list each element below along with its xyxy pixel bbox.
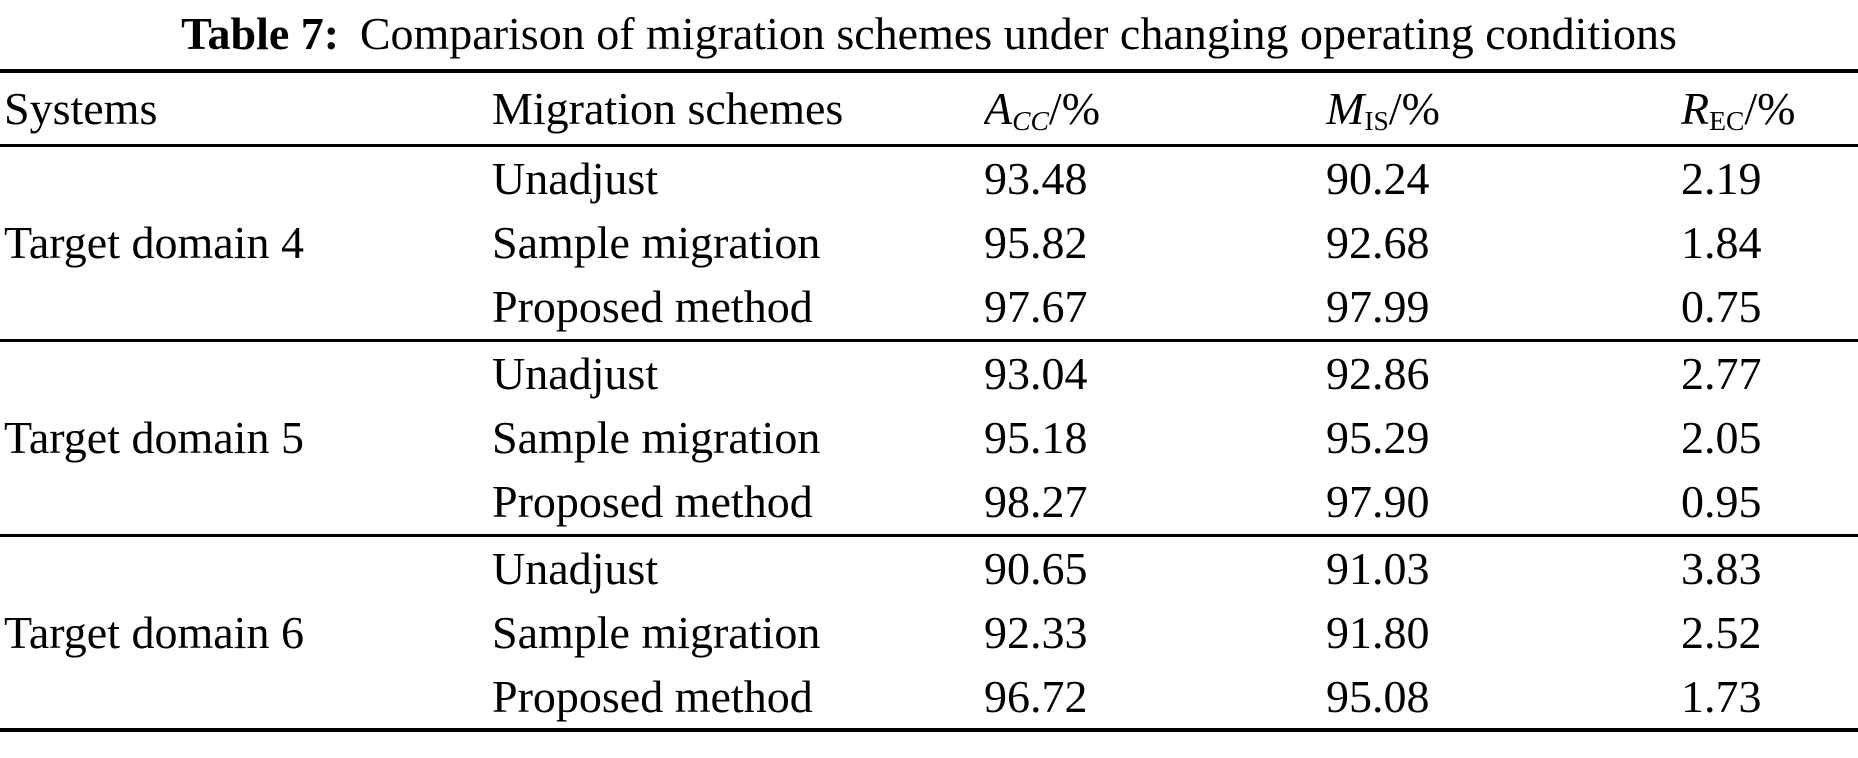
column-header-systems: Systems: [4, 82, 158, 134]
table-caption-number: Table 7:: [181, 8, 340, 59]
table-caption: Table 7: Comparison of migration schemes …: [0, 0, 1858, 62]
rec-subscript: EC: [1709, 104, 1745, 136]
rec-cell: 0.75: [1681, 281, 1762, 333]
acc-subscript: CC: [1012, 104, 1049, 136]
rec-cell: 2.19: [1681, 152, 1762, 204]
acc-cell: 93.04: [984, 347, 1088, 399]
acc-cell: 98.27: [984, 476, 1088, 528]
mis-cell: 91.03: [1326, 542, 1430, 594]
rec-cell: 3.83: [1681, 542, 1762, 594]
mis-cell: 97.99: [1326, 281, 1430, 333]
table-row: Target domain 5 Unadjust 93.04 92.86 2.7…: [0, 340, 1858, 463]
mis-unit: /%: [1388, 82, 1440, 134]
acc-cell: 90.65: [984, 542, 1088, 594]
group-target-domain-5: Target domain 5 Unadjust 93.04 92.86 2.7…: [0, 340, 1858, 535]
acc-symbol: A: [984, 82, 1013, 134]
mis-cell: 95.29: [1326, 412, 1430, 463]
table-row: Sample migration 95.18 95.29 2.05: [0, 405, 1858, 470]
table-row: Proposed method 98.27 97.90 0.95: [0, 470, 1858, 535]
table-row: Proposed method 97.67 97.99 0.75: [0, 275, 1858, 340]
table-row: Sample migration 92.33 91.80 2.52: [0, 600, 1858, 665]
scheme-cell: Unadjust: [492, 152, 659, 204]
table-row: Proposed method 96.72 95.08 1.73: [0, 665, 1858, 730]
column-header-rec: REC/%: [1681, 71, 1858, 145]
column-header-acc: ACC/%: [984, 71, 1326, 145]
acc-cell: 96.72: [984, 671, 1088, 722]
system-label: Target domain 5: [4, 412, 304, 463]
acc-cell: 95.82: [984, 217, 1088, 268]
table-row: Target domain 4 Unadjust 93.48 90.24 2.1…: [0, 145, 1858, 268]
system-label: Target domain 4: [4, 217, 304, 268]
acc-cell: 92.33: [984, 607, 1088, 658]
column-header-migration-schemes: Migration schemes: [492, 82, 844, 134]
mis-cell: 90.24: [1326, 152, 1430, 204]
scheme-cell: Proposed method: [492, 671, 813, 722]
table-header: Systems Migration schemes ACC/% MIS/% RE…: [0, 71, 1858, 145]
rec-cell: 2.05: [1681, 412, 1762, 463]
acc-cell: 93.48: [984, 152, 1088, 204]
acc-unit: /%: [1048, 82, 1101, 134]
scheme-cell: Sample migration: [492, 607, 821, 658]
mis-subscript: IS: [1364, 104, 1389, 136]
mis-symbol: M: [1326, 82, 1365, 134]
group-target-domain-4: Target domain 4 Unadjust 93.48 90.24 2.1…: [0, 145, 1858, 340]
rec-cell: 0.95: [1681, 476, 1762, 528]
scheme-cell: Proposed method: [492, 476, 813, 528]
mis-cell: 91.80: [1326, 607, 1430, 658]
table-row: Target domain 6 Unadjust 90.65 91.03 3.8…: [0, 535, 1858, 658]
rec-cell: 1.73: [1681, 671, 1762, 722]
rec-cell: 2.77: [1681, 347, 1762, 399]
scheme-cell: Unadjust: [492, 542, 659, 594]
rec-cell: 2.52: [1681, 607, 1762, 658]
table-row: Sample migration 95.82 92.68 1.84: [0, 210, 1858, 275]
scheme-cell: Proposed method: [492, 281, 813, 333]
mis-cell: 92.86: [1326, 347, 1430, 399]
scheme-cell: Sample migration: [492, 412, 821, 463]
acc-cell: 95.18: [984, 412, 1088, 463]
system-label: Target domain 6: [4, 606, 304, 658]
scheme-cell: Unadjust: [492, 347, 659, 399]
rec-unit: /%: [1744, 82, 1796, 134]
acc-cell: 97.67: [984, 281, 1088, 333]
mis-cell: 97.90: [1326, 476, 1430, 528]
scheme-cell: Sample migration: [492, 217, 821, 268]
rec-symbol: R: [1681, 82, 1710, 134]
rec-cell: 1.84: [1681, 217, 1762, 268]
group-target-domain-6: Target domain 6 Unadjust 90.65 91.03 3.8…: [0, 535, 1858, 730]
mis-cell: 95.08: [1326, 671, 1430, 722]
mis-cell: 92.68: [1326, 217, 1430, 268]
header-row: Systems Migration schemes ACC/% MIS/% RE…: [0, 71, 1858, 145]
table-caption-text: Comparison of migration schemes under ch…: [359, 8, 1677, 59]
column-header-mis: MIS/%: [1326, 71, 1681, 145]
comparison-table: Systems Migration schemes ACC/% MIS/% RE…: [0, 69, 1858, 732]
